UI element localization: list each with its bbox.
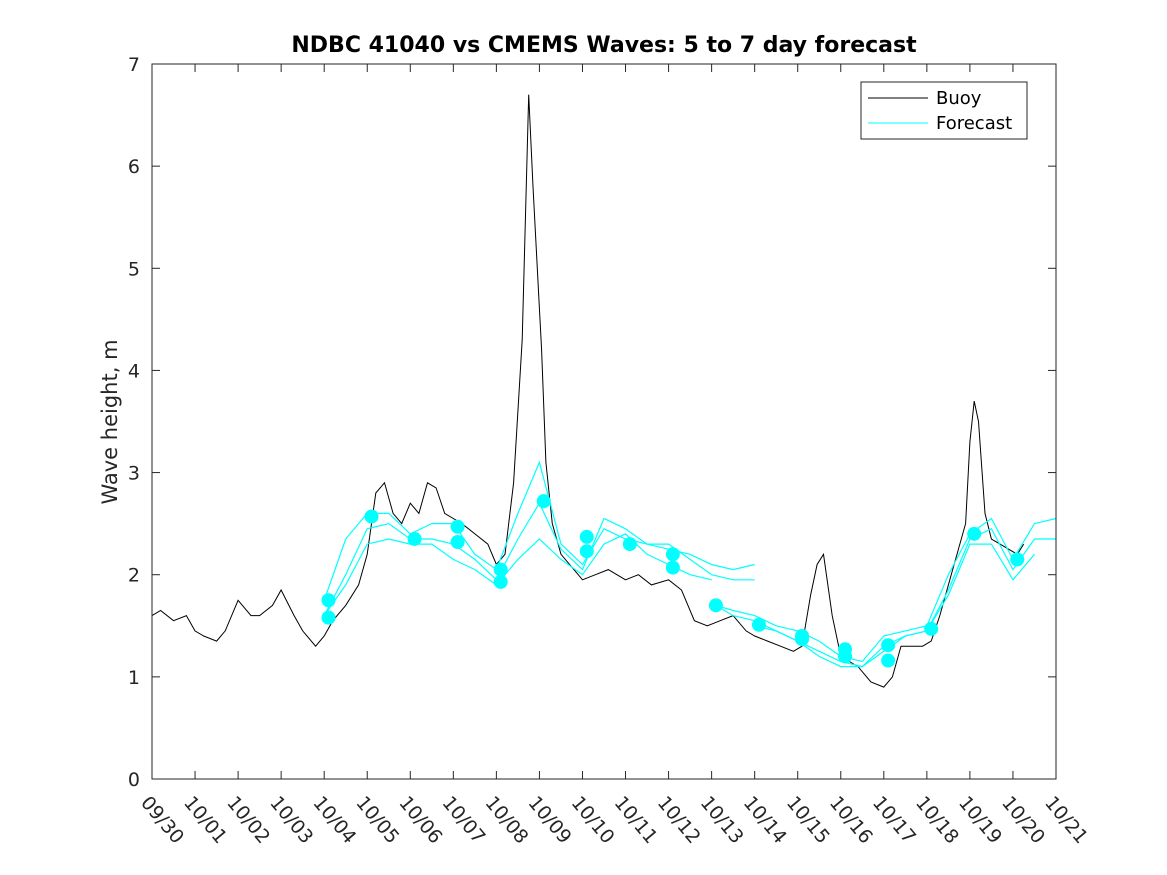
y-tick-label: 1 <box>128 667 140 689</box>
y-tick-label: 0 <box>128 769 140 791</box>
forecast-marker <box>579 544 594 559</box>
forecast-series-line <box>323 533 712 616</box>
y-axis-label: Wave height, m <box>98 339 122 504</box>
forecast-marker <box>665 547 680 562</box>
marker-layer <box>321 494 1025 668</box>
forecast-marker <box>450 535 465 550</box>
legend-box <box>860 81 1028 140</box>
chart-title: NDBC 41040 vs CMEMS Waves: 5 to 7 day fo… <box>291 33 917 58</box>
forecast-marker <box>364 509 379 524</box>
y-tick-label: 4 <box>128 360 140 382</box>
plot-frame <box>151 63 1057 780</box>
forecast-marker <box>795 632 810 647</box>
forecast-marker <box>881 638 896 653</box>
forecast-series-line <box>715 517 1057 663</box>
forecast-marker <box>622 537 637 552</box>
forecast-marker <box>536 494 551 509</box>
forecast-marker <box>751 617 766 632</box>
y-tick-label: 7 <box>128 54 140 76</box>
forecast-marker <box>838 649 853 664</box>
y-tick-label: 5 <box>128 258 140 280</box>
buoy-series-line <box>151 94 1025 688</box>
forecast-marker <box>665 560 680 575</box>
legend: Buoy Forecast <box>860 81 1028 140</box>
legend-buoy-label: Buoy <box>936 88 982 109</box>
forecast-marker <box>321 610 336 625</box>
forecast-marker <box>967 526 982 541</box>
y-tick-label: 2 <box>128 565 140 587</box>
forecast-marker <box>407 531 422 546</box>
y-tick-label: 6 <box>128 156 140 178</box>
forecast-marker <box>450 519 465 534</box>
legend-forecast-label: Forecast <box>936 113 1012 134</box>
forecast-marker <box>708 598 723 613</box>
forecast-marker <box>1010 552 1025 567</box>
y-tick-label: 3 <box>128 463 140 485</box>
forecast-series-line <box>323 460 755 601</box>
forecast-marker <box>579 529 594 544</box>
forecast-marker <box>881 653 896 668</box>
forecast-marker <box>493 562 508 577</box>
forecast-marker <box>924 621 939 636</box>
forecast-marker <box>321 593 336 608</box>
plot-area <box>152 64 1056 779</box>
buoy-layer <box>151 94 1025 688</box>
forecast-marker <box>493 574 508 589</box>
